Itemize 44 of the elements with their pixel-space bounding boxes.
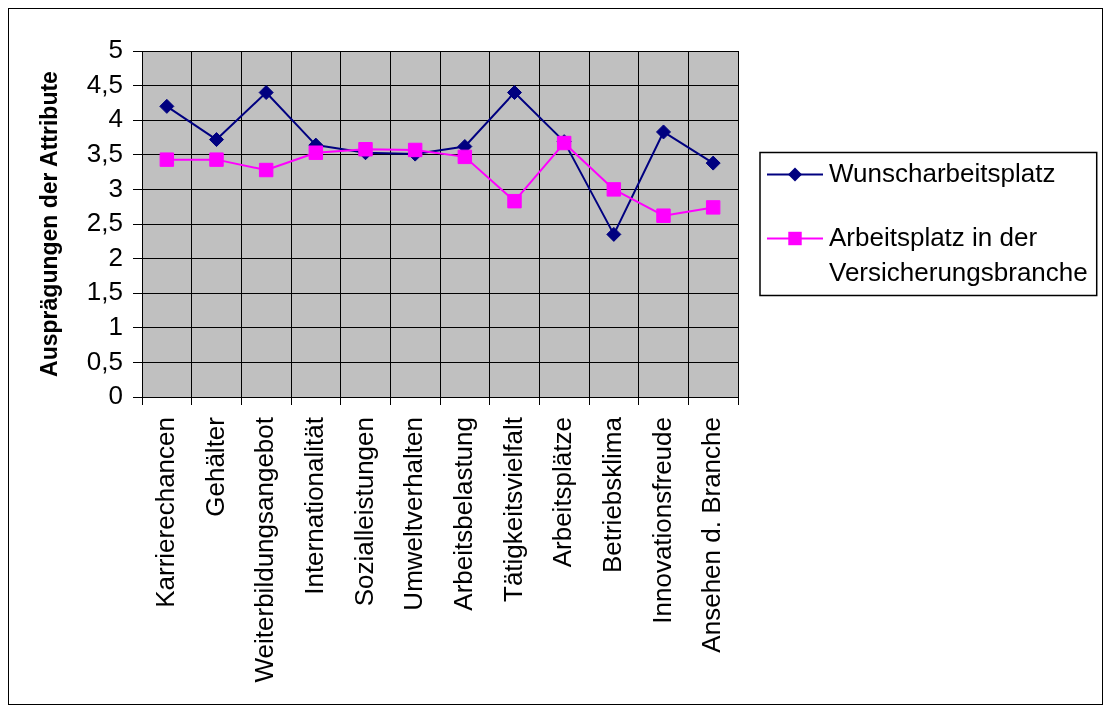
y-tick-label: 2,5 [86,207,123,238]
point [507,193,522,209]
x-tick-label: Tätigkeitsvielfalt [497,416,528,602]
x-tick-label: Arbeitsplätze [547,417,578,568]
point [209,152,224,167]
x-tick-label: Weiterbildungsangebot [249,416,280,683]
point [606,226,622,242]
point [705,200,721,215]
legend-label: Wunscharbeitsplatz [829,157,1056,188]
y-axis-title: Ausprägungen der Attribute [36,71,63,377]
y-tick-label: 5 [108,34,123,65]
point [407,142,423,158]
point [656,208,671,223]
x-tick-label: Arbeitsbelastung [448,417,479,611]
point [705,155,721,171]
point [606,182,622,197]
point [159,152,175,167]
y-tick-label: 4,5 [86,68,123,99]
y-tick-label: 3,5 [86,137,123,168]
y-tick-label: 3 [108,172,123,203]
y-tick-label: 1 [108,310,123,341]
y-tick-label: 0 [108,380,123,411]
x-tick-label: Internationalität [299,416,330,595]
x-tick-label: Sozialleistungen [348,417,379,607]
point [258,85,274,101]
y-tick-label: 1,5 [86,276,123,307]
x-tick-label: Ansehen d. Branche [696,417,727,653]
y-tick-label: 2 [108,241,123,272]
point [258,162,274,178]
y-tick-label: 0,5 [86,345,123,376]
legend-label: Arbeitsplatz in der Versicherungsbranche [829,221,1088,287]
x-tick-label: Gehälter [199,416,230,517]
point [656,124,671,140]
point [159,98,175,114]
x-tick-label: Karrierechancen [150,417,181,608]
point [209,132,224,148]
x-tick-label: Betriebsklima [597,416,628,574]
point [457,149,473,165]
x-tick-label: Umweltverhalten [398,417,429,611]
x-tick-label: Innovationsfreude [646,417,677,624]
y-tick-label: 4 [108,103,123,134]
point [358,142,373,157]
point [507,85,522,101]
point [308,145,324,160]
